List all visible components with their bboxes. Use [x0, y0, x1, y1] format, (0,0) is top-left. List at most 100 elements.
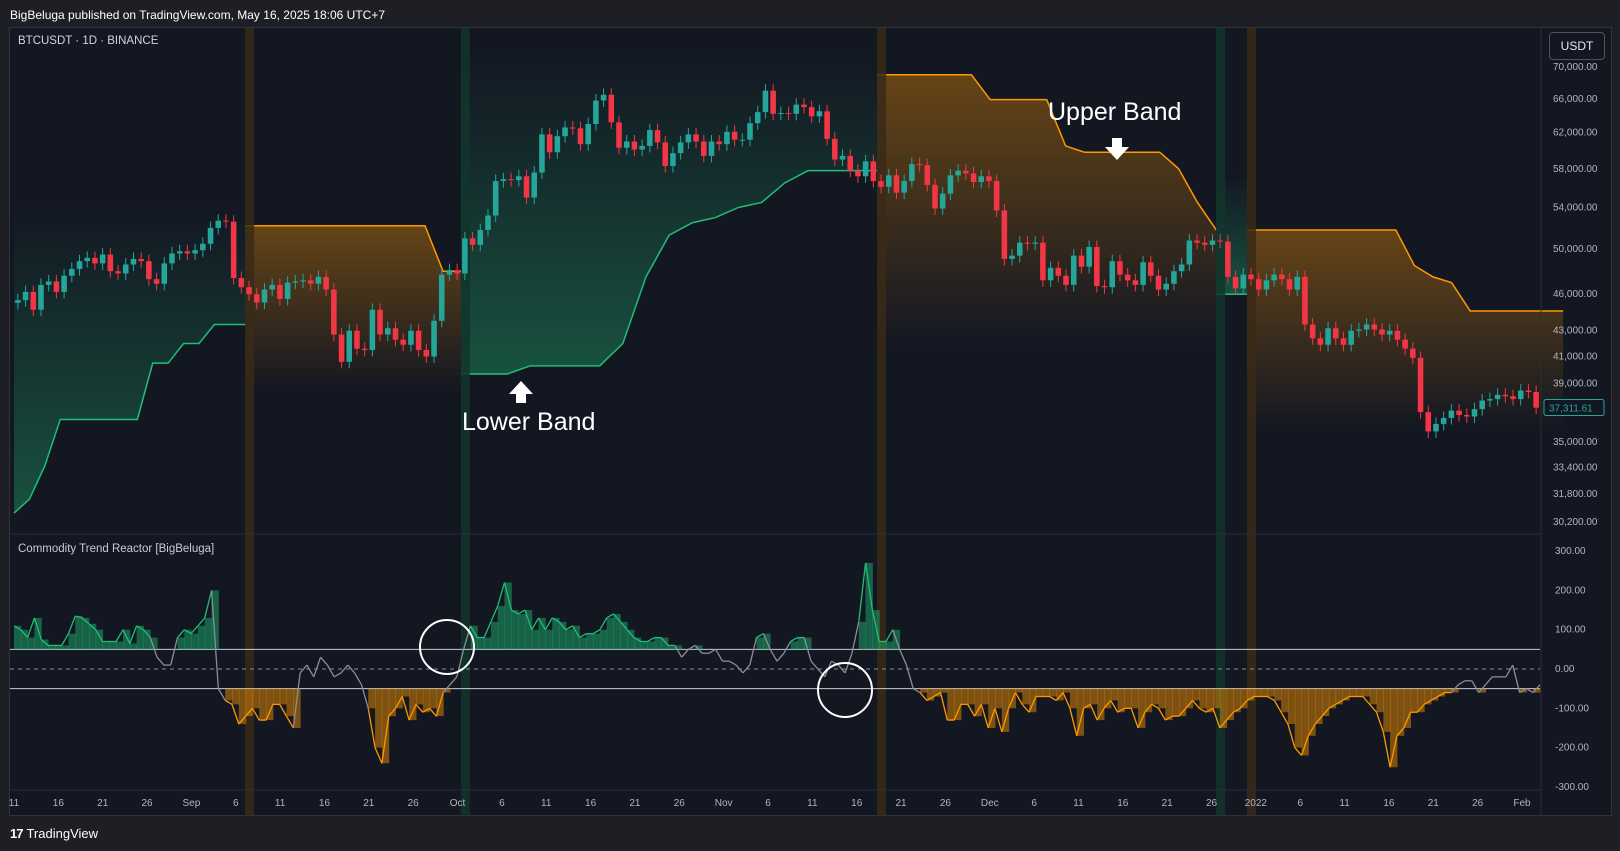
- osc-fill-bear: [1124, 688, 1132, 709]
- candle-body: [593, 100, 599, 125]
- osc-line-segment: [33, 617, 42, 640]
- currency-button[interactable]: USDT: [1549, 32, 1605, 60]
- upper-band-line-1: [245, 225, 462, 272]
- price-tick-label: 35,000.00: [1553, 437, 1598, 448]
- candle: [500, 172, 507, 188]
- candle-body: [916, 164, 923, 166]
- candle: [986, 169, 992, 188]
- candle-body: [400, 339, 406, 345]
- osc-line-segment: [1294, 747, 1303, 756]
- candle-body: [1124, 274, 1131, 281]
- candle: [346, 324, 353, 369]
- candle-body: [878, 181, 884, 187]
- osc-tick-label: 100.00: [1555, 625, 1586, 636]
- osc-line-segment: [1192, 700, 1200, 709]
- candle: [1332, 321, 1339, 345]
- candle-body: [169, 253, 175, 264]
- candle: [207, 221, 214, 251]
- osc-line-segment: [735, 664, 744, 674]
- osc-fill-bear: [375, 688, 383, 748]
- candle: [315, 270, 322, 291]
- candle: [115, 264, 121, 281]
- osc-line-segment: [1389, 735, 1398, 768]
- candle: [1510, 389, 1516, 406]
- osc-fill-bear: [1049, 688, 1057, 697]
- osc-line-segment: [994, 708, 1003, 733]
- symbol-label[interactable]: BTCUSDT · 1D · BINANCE: [18, 35, 159, 47]
- osc-line-segment: [1335, 699, 1343, 705]
- osc-line-segment: [1178, 707, 1187, 717]
- osc-fill-bull: [14, 625, 22, 650]
- osc-fill-bull: [116, 641, 124, 650]
- candle-body: [546, 134, 553, 153]
- osc-line-segment: [1362, 696, 1371, 705]
- candle-body: [677, 142, 684, 154]
- candle: [192, 243, 198, 260]
- candle-body: [500, 179, 507, 182]
- candle-body: [508, 179, 514, 181]
- time-tick-label: 6: [233, 798, 239, 809]
- candle-body: [269, 284, 275, 290]
- candle: [253, 287, 260, 310]
- osc-line-segment: [973, 704, 982, 717]
- osc-fill-bear: [1158, 688, 1166, 709]
- osc-fill-bull: [518, 613, 526, 650]
- candle-body: [1016, 242, 1023, 256]
- candle: [909, 157, 915, 188]
- osc-line-segment: [912, 688, 921, 694]
- candle: [870, 154, 877, 188]
- candle-body: [1279, 274, 1285, 280]
- osc-fill-bull: [674, 645, 683, 650]
- candle-body: [747, 123, 753, 140]
- tradingview-logo[interactable]: 17 TradingView: [10, 826, 98, 841]
- candle-body: [1171, 271, 1177, 284]
- osc-fill-bull: [661, 637, 669, 650]
- osc-fill-bull: [54, 645, 63, 650]
- osc-fill-bear: [1022, 688, 1030, 705]
- osc-fill-bear: [1274, 688, 1282, 701]
- candle-body: [847, 155, 853, 171]
- indicator-title[interactable]: Commodity Trend Reactor [BigBeluga]: [18, 543, 215, 555]
- osc-line-segment: [422, 707, 430, 713]
- candle-body: [762, 90, 769, 113]
- candle-body: [670, 153, 676, 166]
- osc-line-segment: [183, 629, 192, 635]
- candle-body: [331, 289, 337, 335]
- osc-line-segment: [1416, 703, 1425, 713]
- candle: [92, 251, 98, 270]
- candle: [885, 168, 892, 194]
- osc-line-segment: [1512, 664, 1521, 693]
- osc-line-segment: [177, 629, 185, 638]
- time-tick-label: 26: [674, 798, 686, 809]
- osc-fill-bear: [245, 688, 253, 717]
- osc-fill-bear: [1069, 688, 1078, 709]
- candle: [1363, 318, 1370, 337]
- candle-body: [724, 131, 730, 145]
- osc-fill-bear: [940, 688, 948, 693]
- osc-line-segment: [674, 645, 683, 658]
- osc-fill-bull: [538, 617, 546, 650]
- candle: [978, 169, 985, 189]
- candle: [277, 278, 283, 306]
- osc-line-segment: [347, 664, 356, 674]
- candle: [554, 129, 561, 159]
- osc-fill-bull: [490, 621, 499, 650]
- osc-fill-bear: [960, 688, 969, 705]
- osc-line-segment: [40, 639, 49, 646]
- osc-line-segment: [224, 699, 233, 705]
- candle: [53, 274, 60, 299]
- osc-line-segment: [1396, 727, 1405, 737]
- candle-body: [431, 320, 437, 357]
- osc-fill-bull: [545, 629, 553, 650]
- osc-fill-bear: [1219, 688, 1228, 728]
- candle: [485, 209, 491, 237]
- time-tick-label: 11: [1073, 798, 1084, 809]
- candle: [731, 125, 738, 147]
- osc-fill-bull: [136, 625, 144, 650]
- osc-line-segment: [81, 617, 90, 625]
- candle-body: [647, 130, 653, 146]
- candle: [716, 135, 722, 151]
- osc-fill-bear: [1437, 688, 1446, 697]
- osc-fill-bull: [68, 633, 76, 650]
